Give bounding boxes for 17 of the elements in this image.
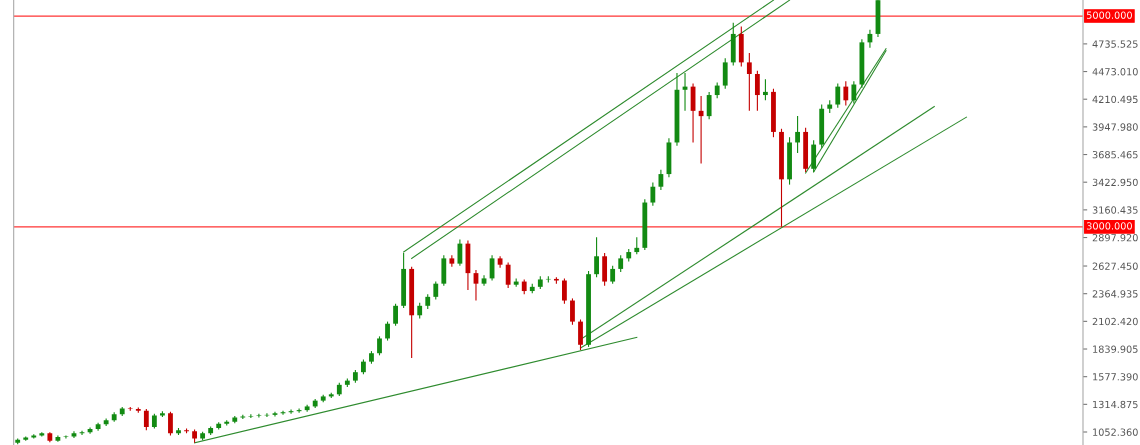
y-tick-label: 2627.450 bbox=[1092, 262, 1138, 270]
ref-line-label: 3000.000 bbox=[1086, 222, 1132, 230]
y-tick-label: 2897.920 bbox=[1092, 234, 1138, 242]
y-tick-label: 1839.905 bbox=[1093, 345, 1138, 353]
y-tick-label: 4735.525 bbox=[1092, 40, 1138, 48]
y-tick-label: 2364.935 bbox=[1092, 290, 1138, 298]
y-tick-label: 1577.390 bbox=[1093, 373, 1138, 381]
y-tick-label: 2102.420 bbox=[1092, 317, 1138, 326]
y-tick-label: 4210.495 bbox=[1092, 95, 1138, 104]
y-tick-label: 1314.875 bbox=[1093, 400, 1138, 409]
ref-line-label: 5000.000 bbox=[1086, 11, 1132, 19]
y-tick-label: 4473.010 bbox=[1092, 68, 1138, 76]
y-tick-label: 3160.435 bbox=[1092, 206, 1138, 214]
y-tick-label: 1052.360 bbox=[1093, 428, 1138, 436]
y-tick-label: 3947.980 bbox=[1092, 123, 1138, 131]
y-tick-label: 3422.950 bbox=[1092, 178, 1138, 187]
y-tick-label: 3685.465 bbox=[1092, 151, 1138, 159]
